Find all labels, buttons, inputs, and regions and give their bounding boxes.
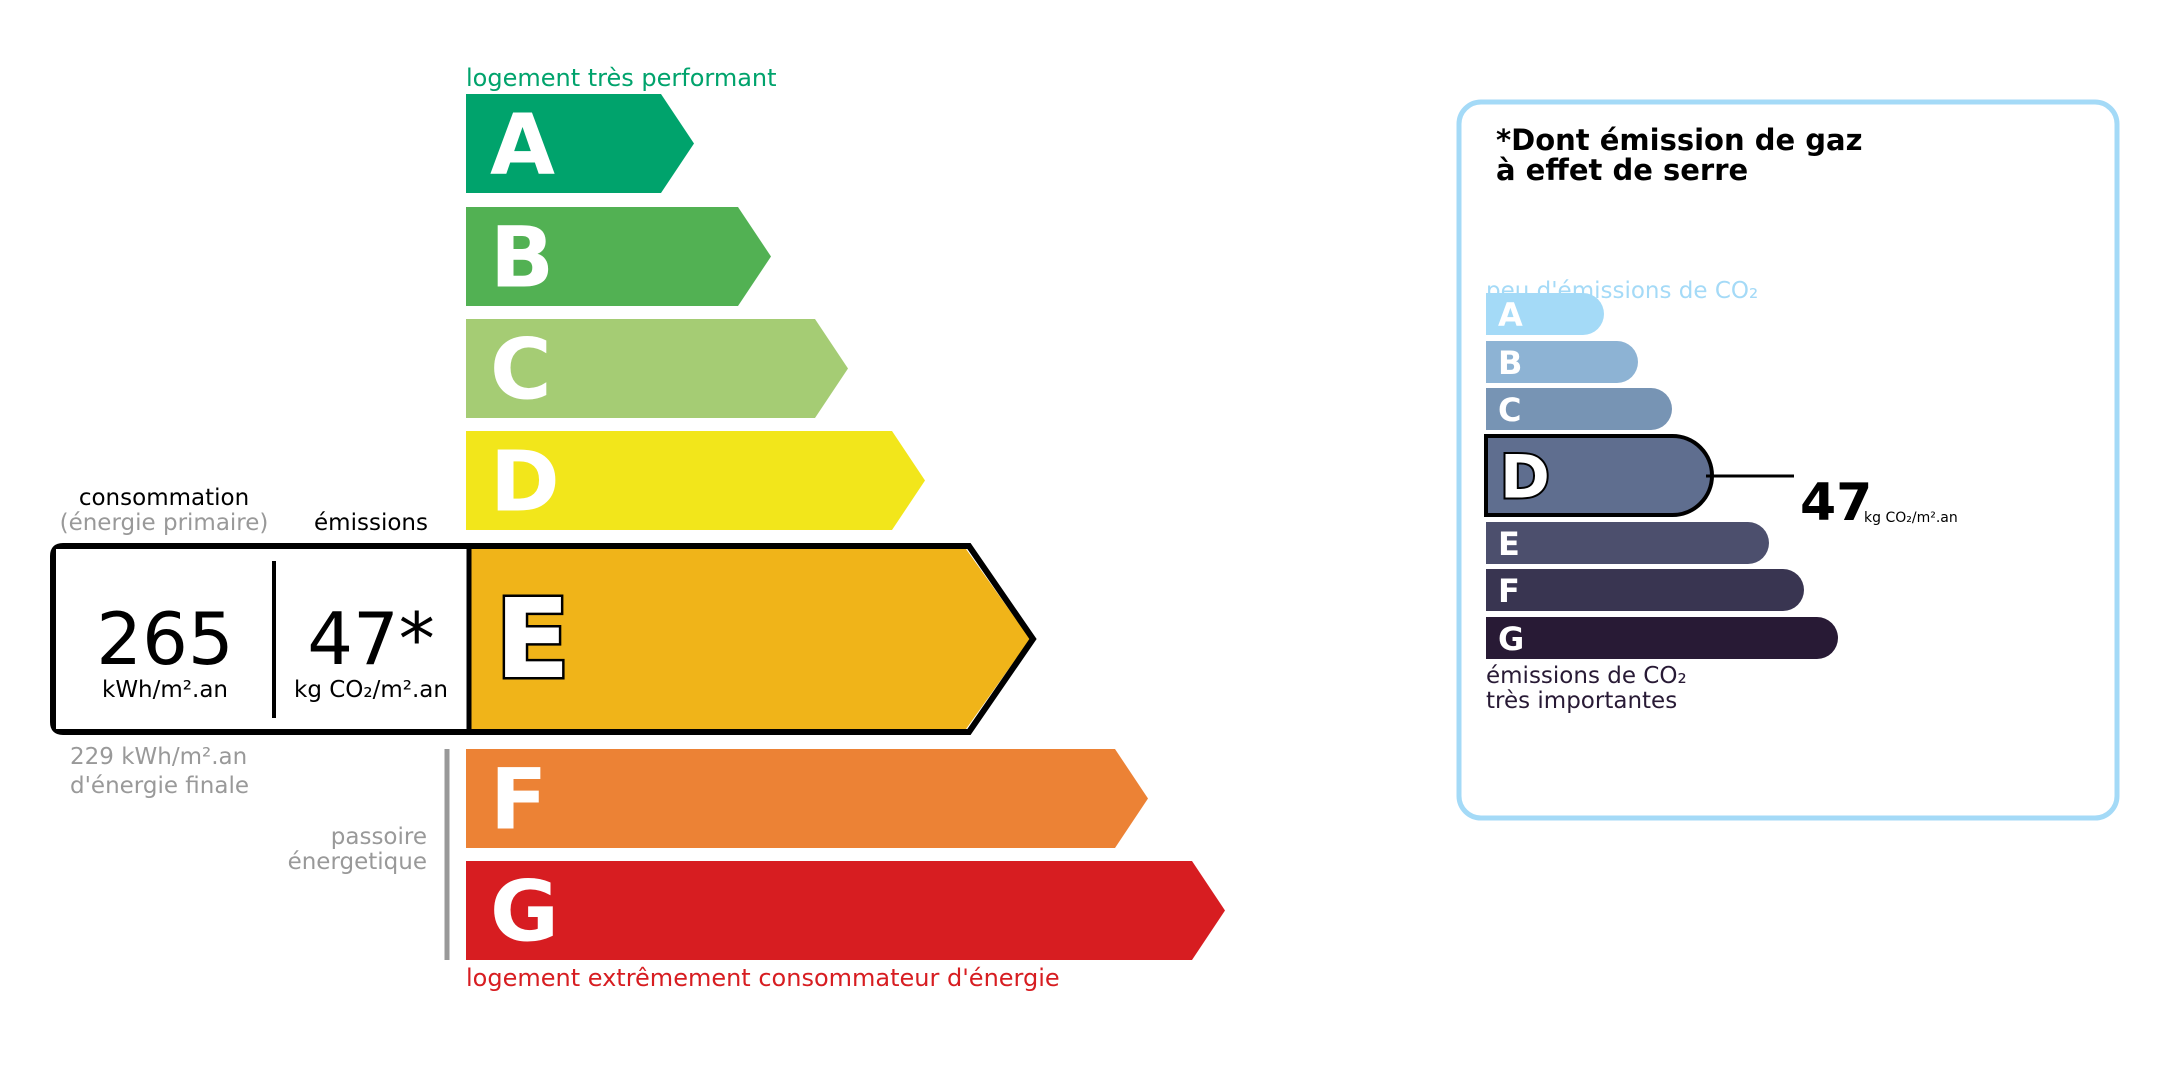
consumption-label: consommation bbox=[79, 485, 249, 511]
ghg-class-bar-f bbox=[1486, 569, 1804, 611]
ghg-class-letter: D bbox=[1500, 443, 1550, 513]
energy-class-letter: C bbox=[490, 321, 552, 419]
consumption-unit: kWh/m².an bbox=[102, 677, 228, 703]
values-box bbox=[56, 549, 469, 729]
consumption-value: 265 bbox=[96, 597, 233, 681]
ghg-class-letter: F bbox=[1498, 572, 1520, 610]
ghg-class-bar-e bbox=[1486, 522, 1769, 564]
energy-class-bar-g bbox=[466, 861, 1225, 960]
ghg-title: *Dont émission de gaz bbox=[1496, 123, 1862, 157]
emissions-label: émissions bbox=[314, 510, 428, 536]
energy-class-bar-e bbox=[471, 549, 1030, 729]
ghg-unit: kg CO₂/m².an bbox=[1864, 510, 1958, 526]
energy-class-letter: G bbox=[490, 863, 559, 961]
consumption-sub-label: (énergie primaire) bbox=[60, 510, 269, 536]
energy-class-letter: D bbox=[490, 433, 560, 531]
ghg-class-bar-g bbox=[1486, 617, 1838, 659]
energy-class-letter: F bbox=[490, 751, 547, 849]
energy-class-bar-b bbox=[466, 207, 771, 306]
ghg-class-letter: C bbox=[1498, 391, 1521, 429]
ghg-title: à effet de serre bbox=[1496, 153, 1748, 187]
emissions-unit: kg CO₂/m².an bbox=[294, 677, 448, 703]
ghg-value: 47 bbox=[1800, 473, 1872, 533]
energy-class-bar-f bbox=[466, 749, 1148, 848]
energy-class-letter: B bbox=[490, 209, 554, 307]
current-class-frame bbox=[50, 543, 1037, 735]
energy-top-label: logement très performant bbox=[466, 64, 777, 92]
energy-class-bar-d bbox=[466, 431, 925, 530]
ghg-class-bar-a bbox=[1486, 293, 1604, 335]
energy-class-letter: A bbox=[490, 96, 555, 194]
final-energy-value: 229 kWh/m².an bbox=[70, 744, 247, 770]
ghg-class-letter: A bbox=[1498, 296, 1523, 334]
ghg-class-bar-c bbox=[1486, 388, 1672, 430]
energy-class-bar-c bbox=[466, 319, 848, 418]
final-energy-label: d'énergie finale bbox=[70, 773, 249, 799]
ghg-class-bar-b bbox=[1486, 341, 1638, 383]
passoire-label: passoire bbox=[331, 824, 427, 850]
passoire-label: énergetique bbox=[288, 849, 427, 875]
energy-class-bar-a bbox=[466, 94, 694, 193]
energy-class-letter: E bbox=[495, 575, 570, 703]
emissions-value: 47* bbox=[307, 597, 435, 681]
ghg-class-letter: B bbox=[1498, 344, 1522, 382]
ghg-class-bar-d bbox=[1484, 434, 1714, 517]
ghg-class-letter: E bbox=[1498, 525, 1520, 563]
ghg-bottom-label: très importantes bbox=[1486, 688, 1677, 714]
ghg-bottom-label: émissions de CO₂ bbox=[1486, 663, 1687, 689]
energy-bottom-label: logement extrêmement consommateur d'éner… bbox=[466, 964, 1060, 992]
ghg-class-letter: G bbox=[1498, 620, 1524, 658]
